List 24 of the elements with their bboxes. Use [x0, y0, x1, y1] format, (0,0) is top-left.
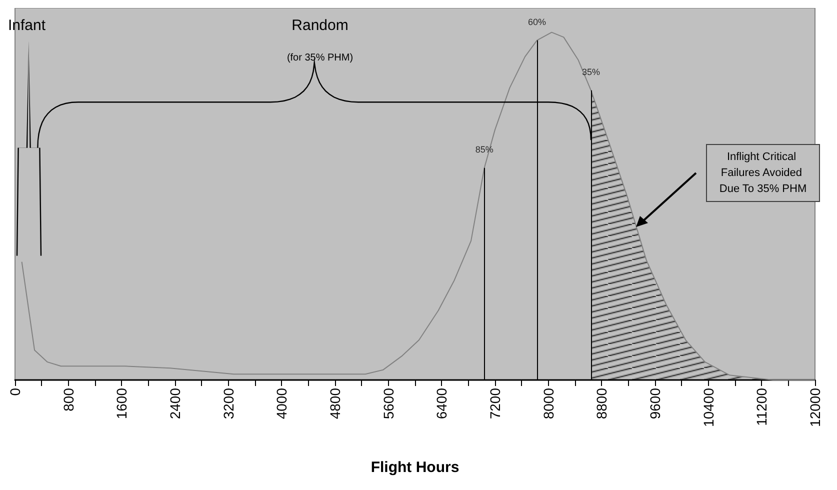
annotation: Infant [8, 17, 46, 34]
x-tick-label: 8000 [540, 388, 556, 420]
x-tick-label: 1600 [114, 388, 130, 420]
x-tick-label: 4000 [274, 388, 290, 420]
x-tick-label: 3200 [220, 388, 236, 420]
annotation: 35% [582, 66, 600, 77]
x-axis-title: Flight Hours [370, 459, 460, 476]
x-tick-label: 11200 [754, 388, 770, 426]
annotation: 85% [475, 144, 494, 154]
annotation: (for 35% PHM) [286, 52, 354, 64]
x-tick-label: 9600 [647, 388, 663, 420]
x-tick-label: 5600 [380, 388, 396, 420]
annotation: Random [292, 17, 348, 34]
x-tick-label: 0 [7, 388, 23, 396]
annotation: 60% [528, 16, 546, 27]
x-tick-label: 6400 [434, 388, 450, 420]
x-tick-label: 8800 [594, 388, 610, 420]
annotation: Inflight Critical Failures Avoided Due To 35% PHM [719, 151, 807, 195]
x-tick-label: 4800 [327, 388, 343, 420]
x-tick-label: 12000 [807, 388, 823, 427]
x-tick-label: 2400 [167, 388, 183, 420]
x-tick-label: 7200 [487, 388, 503, 420]
x-tick-label: 800 [60, 388, 76, 412]
x-tick-label: 10400 [700, 388, 716, 427]
